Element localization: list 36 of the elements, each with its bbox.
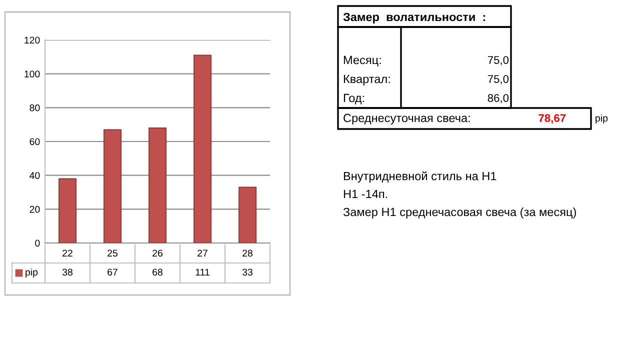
text: Месяц: [344, 56, 381, 66]
y-tick-label: 80 [30, 104, 40, 112]
bar [58, 178, 76, 243]
text: Квартал: [344, 74, 390, 86]
text: Среднесуточная свеча: [344, 114, 470, 124]
data-label: 33 [242, 268, 252, 276]
x-tick-label: 25 [108, 250, 118, 257]
data-label: 68 [152, 268, 162, 276]
legend-label: pip [26, 268, 38, 278]
text: H1 -14п. [344, 190, 388, 198]
y-tick-label: 40 [30, 172, 40, 179]
data-label: 67 [108, 268, 118, 276]
bar [104, 129, 122, 243]
x-tick-label: 28 [242, 250, 252, 257]
text: 78,67 [538, 114, 566, 124]
x-tick-label: 27 [198, 250, 208, 257]
text: 86,0 [488, 94, 509, 104]
x-tick-label: 26 [152, 250, 162, 257]
y-tick-label: 120 [24, 36, 40, 44]
y-tick-label: 100 [24, 70, 40, 78]
text: pip [596, 114, 608, 124]
y-tick-label: 20 [30, 206, 40, 213]
text: Замер волатильности : [343, 12, 486, 24]
text: 75,0 [488, 75, 509, 84]
text: 75,0 [488, 56, 509, 66]
text: Внутридневной стиль на H1 [344, 171, 496, 183]
text: Год: [344, 94, 364, 104]
bar [148, 128, 166, 243]
data-label: 111 [196, 268, 210, 276]
y-tick-label: 60 [30, 138, 40, 146]
x-tick-label: 22 [62, 250, 72, 257]
bar [238, 186, 256, 243]
bar [194, 54, 212, 243]
text: Замер H1 среднечасовая свеча (за месяц) [343, 207, 576, 218]
y-tick-label: 0 [35, 240, 40, 247]
data-label: 38 [62, 268, 72, 276]
